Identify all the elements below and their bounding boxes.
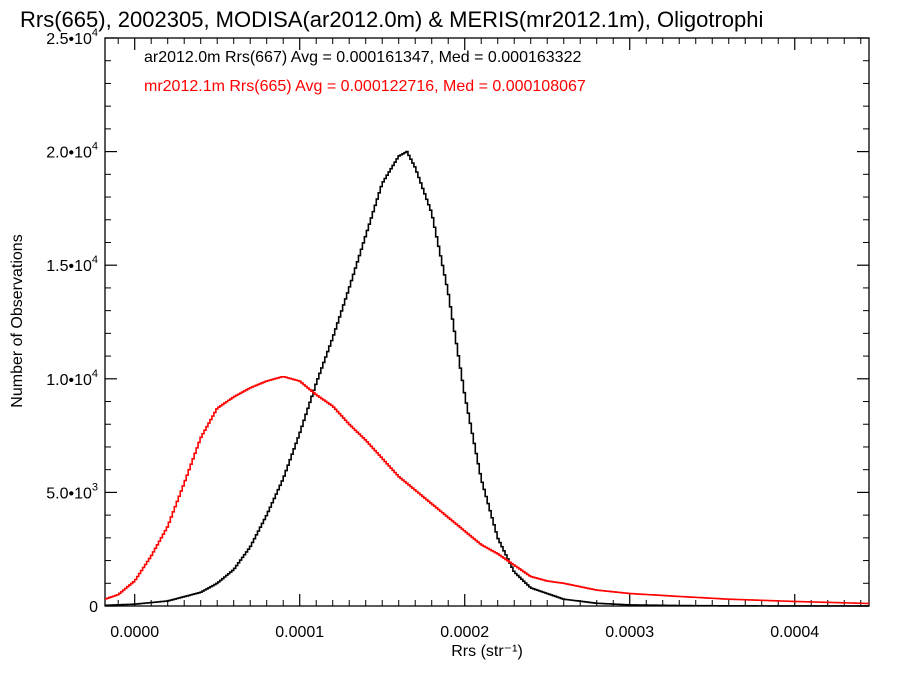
axis-ticks <box>105 37 869 607</box>
legend-entry-ar2012-0m: ar2012.0m Rrs(667) Avg = 0.000161347, Me… <box>144 49 581 66</box>
series-ar2012-0m-line <box>105 150 869 607</box>
series-layer <box>105 150 869 607</box>
y-tick-mantissa: 1.0•10 <box>46 372 92 389</box>
y-tick-mantissa: 0 <box>89 599 98 616</box>
x-tick-label: 0.0000 <box>110 624 159 641</box>
x-tick-label: 0.0004 <box>770 624 819 641</box>
series-mr2012-1m-line <box>105 376 869 605</box>
x-tick-label: 0.0003 <box>605 624 654 641</box>
y-tick-label: 5.0•103 <box>46 481 98 502</box>
y-tick-exponent: 4 <box>92 141 98 153</box>
y-tick-label: 0 <box>89 599 98 616</box>
tick-labels: 0.0000 0.0001 0.0002 0.0003 0.0004 0 5.0•103 1.… <box>46 27 819 641</box>
x-tick-label: 0.0001 <box>275 624 324 641</box>
y-tick-exponent: 4 <box>92 254 98 266</box>
x-axis-label: Rrs (str⁻¹) <box>451 643 523 660</box>
x-tick-label: 0.0002 <box>440 624 489 641</box>
y-tick-mantissa: 2.5•10 <box>46 31 92 48</box>
legend-entry-mr2012-1m: mr2012.1m Rrs(665) Avg = 0.000122716, Me… <box>144 78 586 95</box>
y-tick-label: 1.5•104 <box>46 254 98 275</box>
y-tick-mantissa: 1.5•10 <box>46 258 92 275</box>
y-tick-label: 2.0•104 <box>46 141 98 162</box>
y-tick-mantissa: 2.0•10 <box>46 145 92 162</box>
y-tick-label: 2.5•104 <box>46 27 98 48</box>
y-axis-label: Number of Observations <box>9 234 26 407</box>
y-tick-label: 1.0•104 <box>46 368 98 389</box>
y-tick-exponent: 3 <box>92 481 98 493</box>
chart-title: Rrs(665), 2002305, MODISA(ar2012.0m) & M… <box>20 7 763 32</box>
y-tick-exponent: 4 <box>92 368 98 380</box>
plot-frame <box>104 37 870 607</box>
y-tick-exponent: 4 <box>92 27 98 39</box>
y-tick-mantissa: 5.0•10 <box>46 485 92 502</box>
